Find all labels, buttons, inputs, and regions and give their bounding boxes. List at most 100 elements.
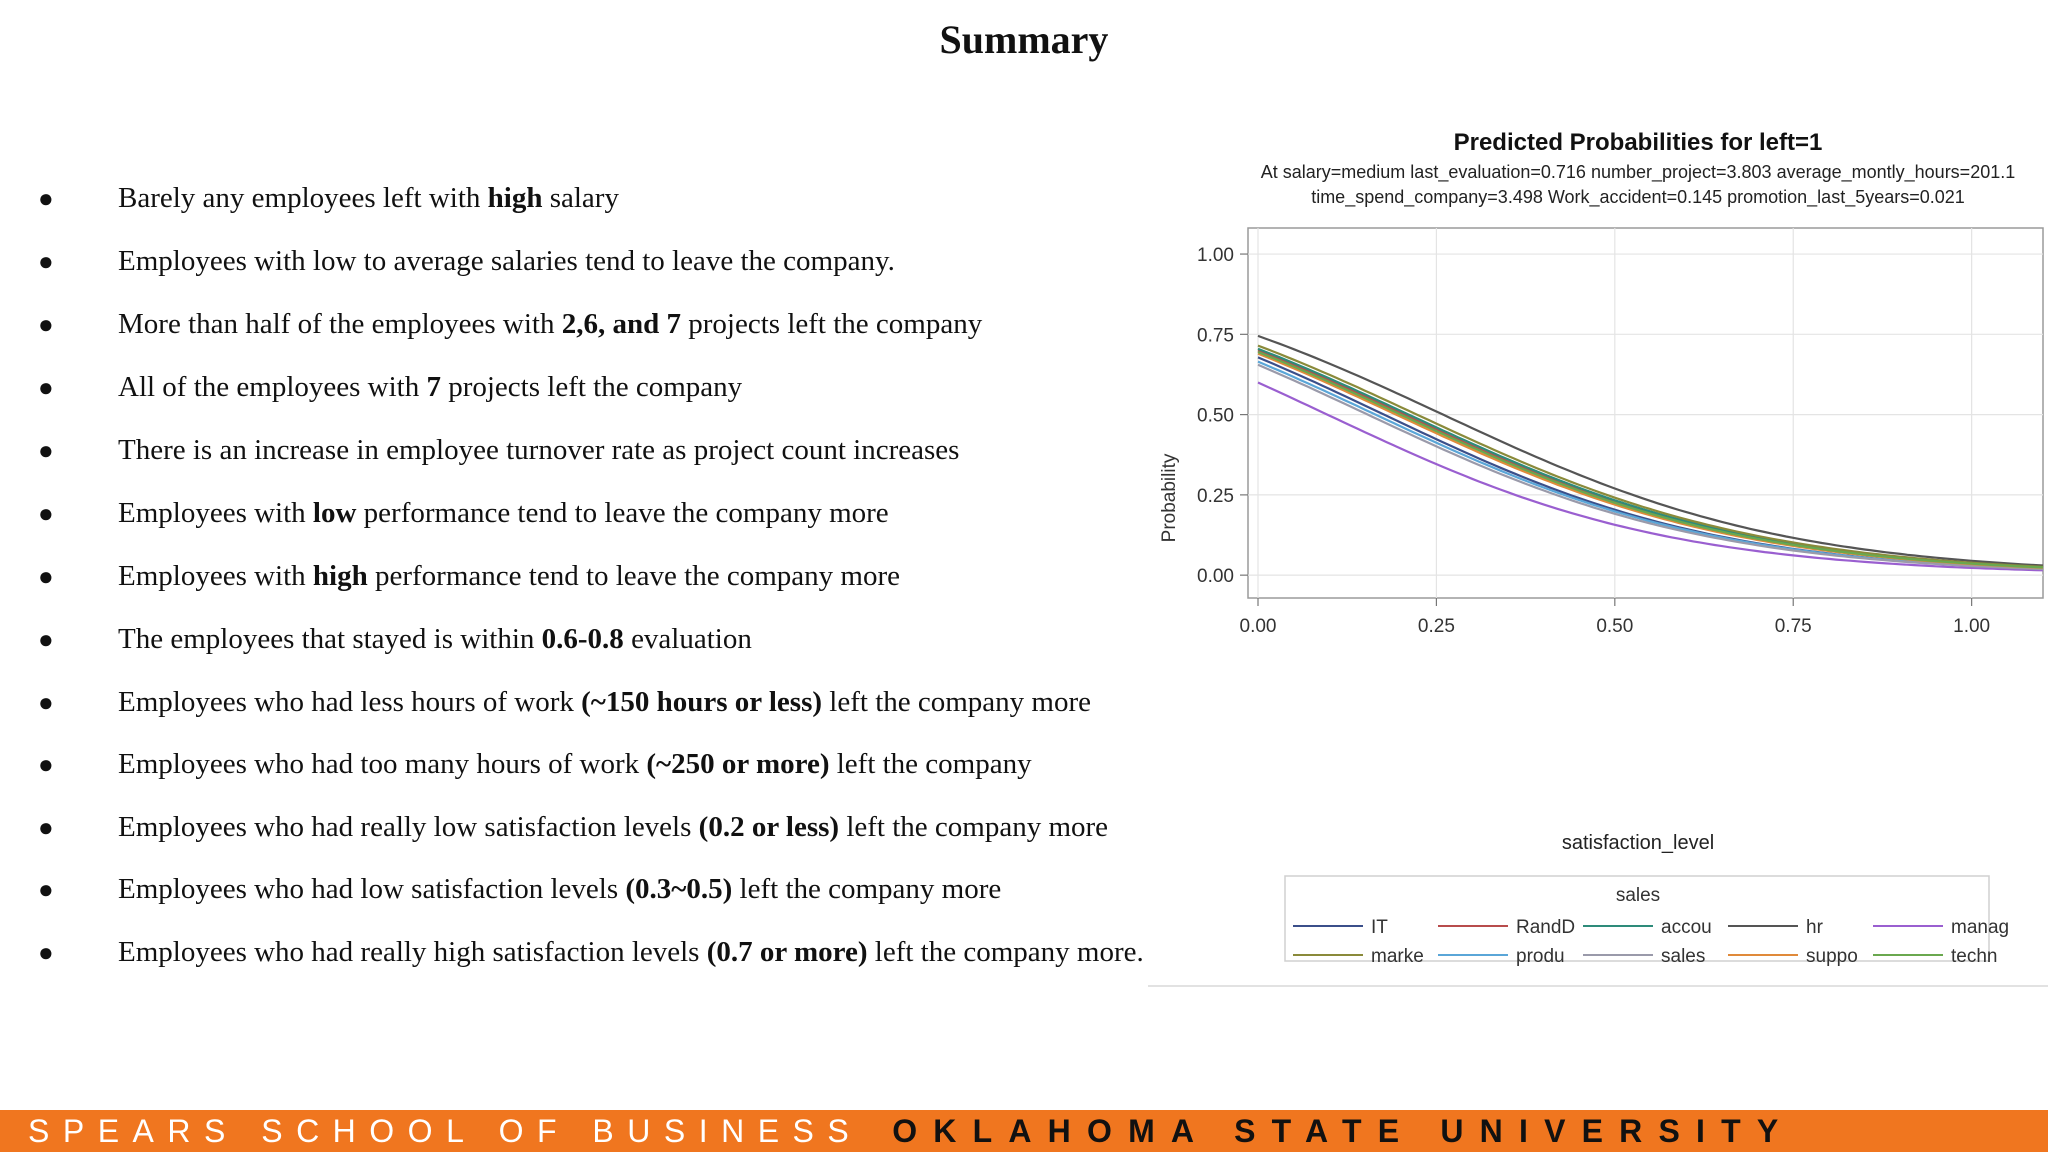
slide-title: Summary (939, 17, 1109, 62)
bullet-text: The employees that stayed is within (118, 623, 542, 655)
bullet-text: Barely any employees left with (118, 182, 488, 214)
bullet-text: left the company more (822, 686, 1092, 718)
bullet-item: ● Employees who had less hours of work (~… (38, 682, 1158, 723)
footer-bar: SPEARS SCHOOL OF BUSINESS OKLAHOMA STATE… (0, 1110, 2048, 1152)
legend-title: sales (1616, 885, 1660, 906)
bullet-text: Employees with low to average salaries t… (118, 245, 895, 277)
bullet-emphasis: (0.2 or less) (698, 811, 840, 843)
bullet-text: left the company (829, 748, 1032, 780)
x-axis-label: satisfaction_level (1562, 832, 1714, 854)
footer-school-name: SPEARS SCHOOL OF BUSINESS (28, 1112, 863, 1149)
bullet-item: ● Employees who had really high satisfact… (38, 932, 1158, 973)
bullet-emphasis: 7 (426, 371, 441, 403)
plot-frame (1247, 227, 2044, 599)
bullet-item: ● Employees with low to average salaries … (38, 241, 1158, 282)
chart-panel-divider (1148, 985, 2048, 987)
legend-label-sales: sales (1661, 946, 1705, 967)
series-line-hr (1257, 334, 2044, 567)
bullet-dot-icon: ● (38, 938, 54, 967)
bullet-item: ● Employees with high performance tend to… (38, 556, 1158, 597)
bullet-emphasis: 0.6-0.8 (541, 623, 624, 655)
bullet-emphasis: (~150 hours or less) (581, 686, 823, 718)
legend-label-accou: accou (1661, 917, 1712, 938)
bullet-dot-icon: ● (38, 813, 54, 842)
bullet-emphasis: high (312, 560, 368, 592)
legend-label-techn: techn (1951, 946, 1997, 967)
legend-label-RandD: RandD (1516, 917, 1575, 938)
bullet-text: left the company more (839, 811, 1109, 843)
bullet-item: ● All of the employees with 7 projects le… (38, 367, 1158, 408)
legend-box (1284, 875, 1990, 962)
series-line-sales (1257, 363, 2044, 571)
x-tick-label: 0.75 (1775, 616, 1812, 637)
bullet-text: Employees with (118, 560, 313, 592)
x-tick-label: 0.50 (1596, 616, 1633, 637)
y-tick-label: 0.25 (1197, 486, 1234, 507)
bullet-list: ● Barely any employees left with high sal… (38, 178, 1158, 994)
plot-area: 0.00 0.25 0.50 0.75 1.00 0.00 0.25 0.50 0.75 1.00 (1197, 227, 2044, 637)
chart-panel: Predicted Probabilities for left=1 At sa… (1148, 118, 2048, 988)
bullet-dot-icon: ● (38, 625, 54, 654)
legend: sales IT RandD accou hr manag marke produ sales s… (1284, 875, 2009, 967)
legend-label-hr: hr (1806, 917, 1824, 938)
bullet-item: ● The employees that stayed is within 0.6… (38, 619, 1158, 660)
y-tick-label: 0.00 (1197, 566, 1234, 587)
bullet-dot-icon: ● (38, 875, 54, 904)
chart-subtitle-line-2: time_spend_company=3.498 Work_accident=0… (1311, 187, 1965, 208)
legend-label-marke: marke (1371, 946, 1424, 967)
chart-subtitle-line-1: At salary=medium last_evaluation=0.716 n… (1261, 162, 2016, 183)
bullet-emphasis: 2,6, and 7 (561, 308, 682, 340)
series-line-manag (1257, 381, 2044, 572)
bullet-dot-icon: ● (38, 750, 54, 779)
bullet-item: ● Employees who had low satisfaction leve… (38, 869, 1158, 910)
y-axis-label: Probability (1159, 453, 1180, 542)
predicted-probabilities-chart: Predicted Probabilities for left=1 At sa… (1159, 129, 2044, 967)
bullet-dot-icon: ● (38, 688, 54, 717)
y-tick-label: 0.50 (1197, 406, 1234, 427)
bullet-text: Employees who had less hours of work (118, 686, 582, 718)
bullet-emphasis: (0.3~0.5) (625, 873, 733, 905)
bullet-text: salary (542, 182, 619, 214)
bullet-text: All of the employees with (118, 371, 427, 403)
bullet-text: left the company more (732, 873, 1002, 905)
bullet-dot-icon: ● (38, 310, 54, 339)
footer-university-name: OKLAHOMA STATE UNIVERSITY (892, 1112, 1795, 1149)
bullet-text: Employees who had really low satisfactio… (118, 811, 699, 843)
legend-label-manag: manag (1951, 917, 2009, 938)
bullet-emphasis: (~250 or more) (646, 748, 830, 780)
bullet-text: performance tend to leave the company mo… (356, 497, 889, 529)
bullet-text: Employees with (118, 497, 313, 529)
bullet-text: projects left the company (681, 308, 983, 340)
bullet-text: Employees who had really high satisfacti… (118, 936, 707, 968)
y-tick-label: 1.00 (1197, 245, 1234, 266)
bullet-item: ● Employees who had really low satisfacti… (38, 807, 1158, 848)
bullet-item: ● Employees who had too many hours of wor… (38, 744, 1158, 785)
bullet-text: evaluation (623, 623, 752, 655)
bullet-item: ● Employees with low performance tend to … (38, 493, 1158, 534)
legend-label-produ: produ (1516, 946, 1565, 967)
bullet-dot-icon: ● (38, 499, 54, 528)
x-tick-label: 0.25 (1418, 616, 1455, 637)
bullet-item: ● More than half of the employees with 2,… (38, 304, 1158, 345)
y-tick-label: 0.75 (1197, 325, 1234, 346)
x-tick-label: 0.00 (1240, 616, 1277, 637)
bullet-emphasis: (0.7 or more) (706, 936, 868, 968)
series-line-techn (1257, 350, 2044, 569)
bullet-text: projects left the company (440, 371, 743, 403)
bullet-dot-icon: ● (38, 436, 54, 465)
bullet-dot-icon: ● (38, 184, 54, 213)
bullet-text: left the company more. (867, 936, 1144, 968)
x-tick-label: 1.00 (1953, 616, 1990, 637)
bullet-emphasis: high (487, 182, 543, 214)
bullet-text: There is an increase in employee turnove… (118, 434, 960, 466)
bullet-emphasis: low (312, 497, 357, 529)
bullet-item: ● There is an increase in employee turnov… (38, 430, 1158, 471)
series-line-marke (1257, 344, 2044, 568)
bullet-item: ● Barely any employees left with high sal… (38, 178, 1158, 219)
legend-label-suppo: suppo (1806, 946, 1858, 967)
legend-label-IT: IT (1371, 917, 1388, 938)
bullet-text: performance tend to leave the company mo… (367, 560, 900, 592)
bullet-text: Employees who had low satisfaction level… (118, 873, 626, 905)
chart-title: Predicted Probabilities for left=1 (1454, 129, 1823, 156)
bullet-dot-icon: ● (38, 373, 54, 402)
